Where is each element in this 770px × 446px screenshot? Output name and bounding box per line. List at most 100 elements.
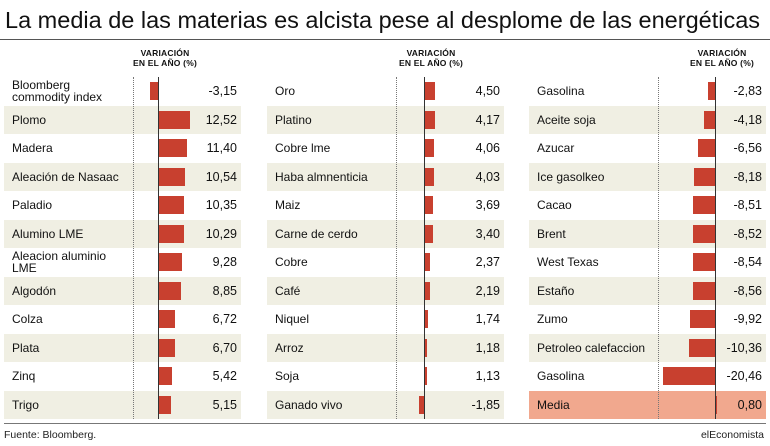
row-label: Algodón <box>12 283 57 298</box>
column-header: VARIACIÓN EN EL AÑO (%) <box>122 48 208 68</box>
row-label: Plata <box>12 340 40 355</box>
bar <box>158 338 176 357</box>
title-rule <box>0 39 770 40</box>
dotted-separator <box>658 77 659 419</box>
bar <box>693 253 715 271</box>
row-label: Café <box>275 283 301 298</box>
zero-axis <box>158 77 159 419</box>
zero-axis <box>424 77 425 419</box>
value-label: 10,54 <box>205 169 237 184</box>
row-label: Plomo <box>12 112 47 127</box>
value-label: -8,56 <box>733 283 763 298</box>
row-label: Alumino LME <box>12 226 84 241</box>
table-row: Gasolina -20,46 <box>529 362 766 391</box>
value-label: 10,35 <box>205 198 237 213</box>
table-row: Aleacion aluminio LME 9,28 <box>4 248 241 277</box>
rows: Oro 4,50 Platino 4,17 Cobre lme 4,06 Haba almn… <box>267 77 504 419</box>
bar <box>424 139 435 157</box>
bar <box>158 139 188 157</box>
bar <box>158 110 190 129</box>
row-label: Cacao <box>537 198 572 213</box>
row-label: Carne de cerdo <box>275 226 358 241</box>
rows: Bloomberg commodity index -3,15 Plomo 12,52… <box>4 77 241 419</box>
bar <box>698 139 715 157</box>
table-row: Petroleo calefaccion -10,36 <box>529 333 766 362</box>
table-row: Ganado vivo -1,85 <box>267 390 504 419</box>
table-row: Niquel 1,74 <box>267 305 504 334</box>
bar <box>424 338 427 357</box>
row-label: Azucar <box>537 141 575 156</box>
bar <box>158 253 182 271</box>
bar <box>149 82 158 100</box>
value-label: -10,36 <box>726 340 762 355</box>
value-label: 10,29 <box>205 226 237 241</box>
value-label: 0,80 <box>737 397 762 412</box>
row-label: Gasolina <box>537 369 585 384</box>
row-label: Gasolina <box>537 84 585 99</box>
column-header-line1: VARIACIÓN <box>406 48 456 58</box>
zero-axis <box>715 77 716 419</box>
row-label: Brent <box>537 226 566 241</box>
value-label: 4,03 <box>475 169 500 184</box>
column-header-line1: VARIACIÓN <box>140 48 190 58</box>
column-header-line2: EN EL AÑO (%) <box>133 58 197 68</box>
table-row: Cacao -8,51 <box>529 191 766 220</box>
rows: Gasolina -2,83 Aceite soja -4,18 Azucar -6,56… <box>529 77 766 419</box>
value-label: 1,18 <box>475 340 500 355</box>
value-label: 1,74 <box>475 312 500 327</box>
bar <box>158 281 181 300</box>
row-label: Ganado vivo <box>275 397 343 412</box>
bar <box>707 82 715 100</box>
table-row: West Texas -8,54 <box>529 248 766 277</box>
table-row: Trigo 5,15 <box>4 390 241 419</box>
row-label: Platino <box>275 112 312 127</box>
bar <box>704 110 715 129</box>
value-label: -8,51 <box>733 198 763 213</box>
table-row: Zinq 5,42 <box>4 362 241 391</box>
brand-logo: elEconomista <box>700 429 764 441</box>
table-row: Plomo 12,52 <box>4 105 241 134</box>
value-label: 1,13 <box>475 369 500 384</box>
value-label: 4,06 <box>475 141 500 156</box>
table-row: Ice gasolkeo -8,18 <box>529 162 766 191</box>
value-label: 2,37 <box>475 255 500 270</box>
source-note: Fuente: Bloomberg. <box>4 429 97 441</box>
row-label: Ice gasolkeo <box>537 169 605 184</box>
bar <box>158 167 185 186</box>
value-label: -8,18 <box>733 169 763 184</box>
row-label: Zumo <box>537 312 568 327</box>
row-label: Soja <box>275 369 300 384</box>
row-label: Petroleo calefaccion <box>537 340 646 355</box>
table-row: Azucar -6,56 <box>529 134 766 163</box>
bar <box>424 310 429 328</box>
column-header-line2: EN EL AÑO (%) <box>399 58 463 68</box>
row-label: Paladio <box>12 198 53 213</box>
table-row: Platino 4,17 <box>267 105 504 134</box>
dotted-separator <box>133 77 134 419</box>
panel-3: VARIACIÓN EN EL AÑO (%) Gasolina -2,83 Aceit… <box>529 48 766 420</box>
row-label: Cobre lme <box>275 141 331 156</box>
row-label: Media <box>537 397 570 412</box>
bar <box>158 224 185 243</box>
column-header: VARIACIÓN EN EL AÑO (%) <box>679 48 765 68</box>
dotted-separator <box>396 77 397 419</box>
bar <box>694 167 715 186</box>
value-label: 3,69 <box>475 198 500 213</box>
value-label: 5,15 <box>212 397 237 412</box>
table-row: Algodón 8,85 <box>4 276 241 305</box>
bar <box>158 196 185 214</box>
table-row: Maiz 3,69 <box>267 191 504 220</box>
value-label: 4,50 <box>475 84 500 99</box>
table-row: Media 0,80 <box>529 390 766 419</box>
table-row: Aceite soja -4,18 <box>529 105 766 134</box>
value-label: -6,56 <box>733 141 763 156</box>
row-label: Aceite soja <box>537 112 596 127</box>
column-header: VARIACIÓN EN EL AÑO (%) <box>388 48 474 68</box>
bar <box>689 310 715 328</box>
value-label: -8,52 <box>733 226 763 241</box>
value-label: -2,83 <box>733 84 763 99</box>
value-label: 11,40 <box>206 141 237 156</box>
value-label: 12,52 <box>205 112 237 127</box>
chart-title: La media de las materias es alcista pese… <box>5 7 761 33</box>
table-row: Oro 4,50 <box>267 77 504 106</box>
